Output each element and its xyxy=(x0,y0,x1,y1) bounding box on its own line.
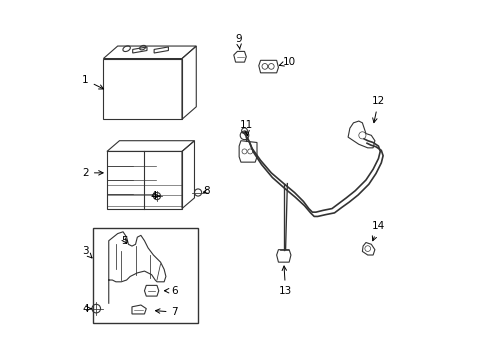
Text: 1: 1 xyxy=(82,75,103,89)
Text: 2: 2 xyxy=(82,168,103,178)
Text: 4: 4 xyxy=(150,191,159,201)
Text: 11: 11 xyxy=(239,120,252,135)
Text: 9: 9 xyxy=(235,34,241,49)
Text: 14: 14 xyxy=(371,221,384,241)
Text: 7: 7 xyxy=(155,307,178,317)
Text: 6: 6 xyxy=(164,286,178,296)
Text: 4: 4 xyxy=(82,303,91,314)
Text: 10: 10 xyxy=(279,57,295,67)
Text: 8: 8 xyxy=(203,186,210,197)
Text: 13: 13 xyxy=(278,266,292,296)
Text: 12: 12 xyxy=(371,96,384,123)
Text: 3: 3 xyxy=(82,247,92,258)
Text: 5: 5 xyxy=(122,236,128,246)
